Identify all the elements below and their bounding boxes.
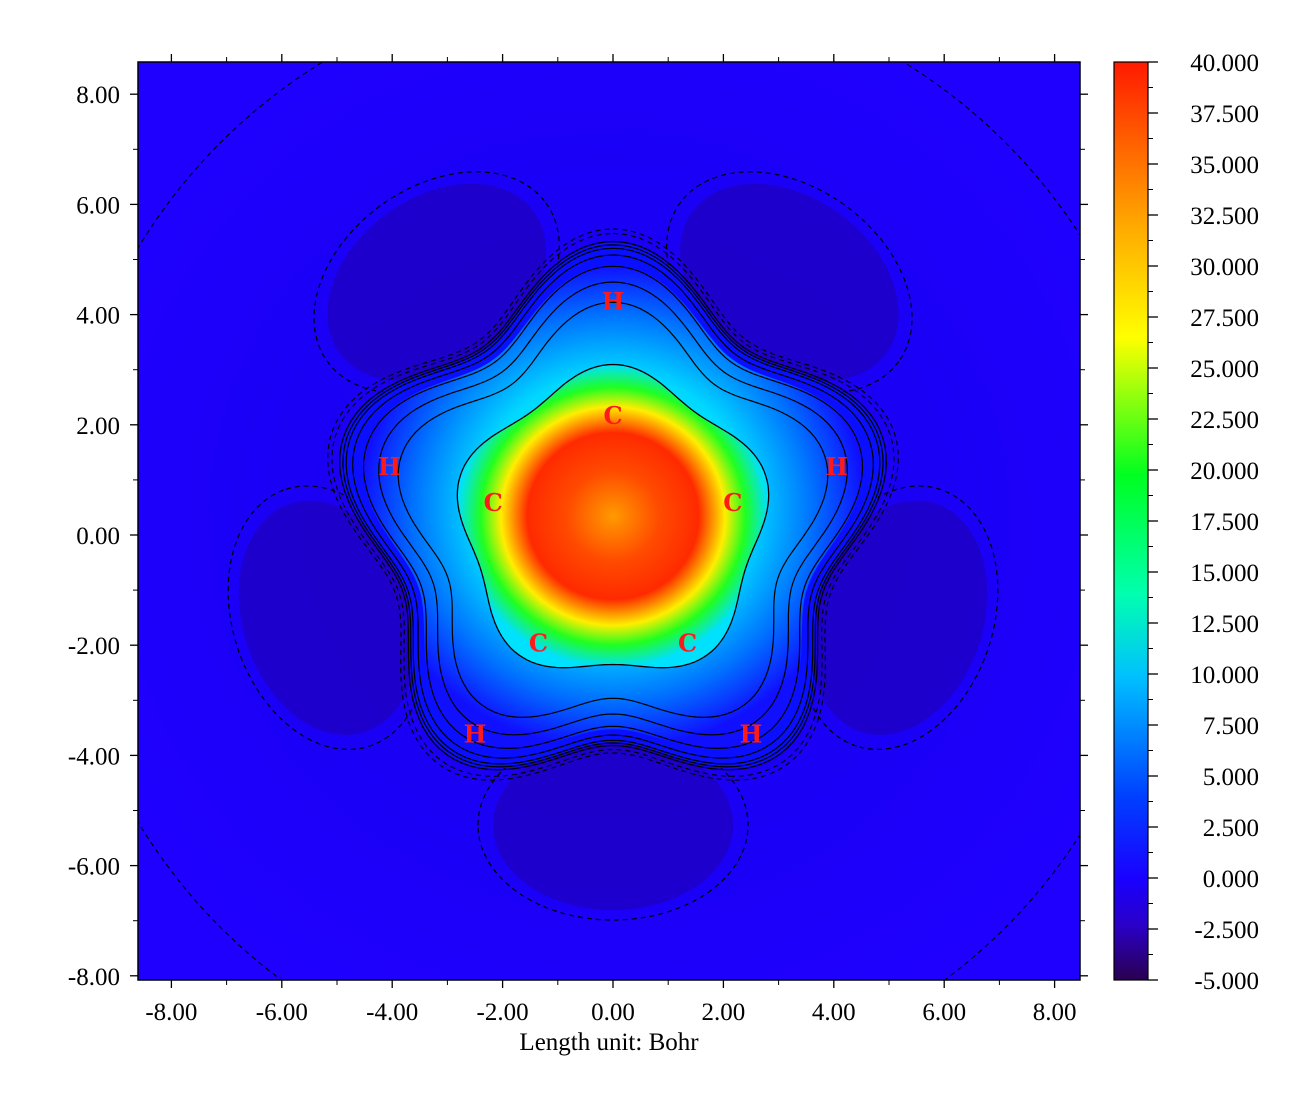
atom-label-c: C (723, 488, 742, 517)
x-tick-label: 8.00 (1033, 999, 1077, 1026)
atom-label-h: H (825, 452, 848, 481)
positive-contour (339, 240, 887, 771)
x-tick-label: -2.00 (477, 999, 529, 1026)
x-tick-label: 4.00 (812, 999, 856, 1026)
atom-label-h: H (602, 287, 625, 316)
colorbar-tick-label: 5.000 (1203, 764, 1259, 791)
atom-label-c: C (529, 628, 548, 657)
colorbar-tick-label: -5.000 (1194, 968, 1259, 995)
colorbar-tick-label: 12.500 (1190, 611, 1259, 638)
positive-contour (345, 247, 881, 765)
atom-label-h: H (740, 719, 763, 748)
plot-frame (137, 61, 1081, 981)
positive-contour (352, 254, 874, 759)
positive-contour (456, 363, 770, 669)
positive-contour (342, 244, 884, 768)
colorbar-tick-label: 7.500 (1203, 713, 1259, 740)
colorbar-tick-label: 30.000 (1190, 254, 1259, 281)
atom-label-c: C (484, 488, 503, 517)
colorbar-tick-label: 20.000 (1190, 458, 1259, 485)
atom-label-h: H (378, 452, 401, 481)
colorbar-tick-label: 37.500 (1190, 101, 1259, 128)
y-axis: 8.00 6.00 4.00 2.00 0.00 -2.00 -4.00 -6.00 -8.00 (68, 82, 1088, 991)
y-tick-label: 4.00 (76, 303, 120, 330)
colorbar-tick-label: 40.000 (1190, 50, 1259, 77)
negative-contour (331, 232, 895, 777)
x-axis-title: Length unit: Bohr (519, 1029, 699, 1056)
negative-lobe (238, 500, 417, 735)
y-tick-label: -2.00 (68, 633, 120, 660)
atom-label-c: C (603, 401, 622, 430)
negative-contour (327, 228, 899, 781)
positive-contour (362, 265, 864, 750)
colorbar-tick-label: 0.000 (1203, 866, 1259, 893)
x-tick-label: -4.00 (366, 999, 418, 1026)
colorbar-tick-label: -2.500 (1194, 917, 1259, 944)
colorbar-tick-label: 32.500 (1190, 203, 1259, 230)
colorbar-tick-label: 22.500 (1190, 407, 1259, 434)
colorbar-tick-label: 10.000 (1190, 662, 1259, 689)
atom-label-h: H (464, 719, 487, 748)
y-tick-label: 6.00 (76, 192, 120, 219)
plot-area: C C C C C H H H H H (137, 61, 1081, 981)
positive-contour (397, 301, 829, 718)
colorbar-gradient (1113, 61, 1149, 981)
y-tick-label: -4.00 (68, 743, 120, 770)
negative-lobe (493, 740, 733, 910)
colorbar-tick-label: 27.500 (1190, 305, 1259, 332)
colorbar-tick-label: 17.500 (1190, 509, 1259, 536)
atom-label-c: C (678, 628, 697, 657)
y-tick-label: 2.00 (76, 413, 120, 440)
y-tick-label: -8.00 (68, 964, 120, 991)
colorbar: 40.000 37.500 35.000 32.500 30.000 27.500 25.0… (1113, 50, 1259, 995)
x-tick-label: 2.00 (702, 999, 746, 1026)
x-tick-label: -6.00 (256, 999, 308, 1026)
negative-lobe (809, 500, 988, 735)
x-axis: -8.00 -6.00 -4.00 -2.00 0.00 2.00 4.00 6.00 8.00 (145, 54, 1076, 1026)
y-tick-label: -6.00 (68, 854, 120, 881)
negative-lobe (680, 183, 899, 381)
colorbar-tick-label: 35.000 (1190, 152, 1259, 179)
y-tick-label: 8.00 (76, 82, 120, 109)
density-core (457, 364, 769, 668)
positive-contour (378, 281, 848, 736)
x-tick-label: -8.00 (145, 999, 197, 1026)
x-tick-label: 6.00 (922, 999, 966, 1026)
y-tick-label: 0.00 (76, 523, 120, 550)
colorbar-tick-label: 15.000 (1190, 560, 1259, 587)
negative-lobe (327, 183, 546, 381)
colorbar-tick-label: 25.000 (1190, 356, 1259, 383)
colorbar-tick-label: 2.500 (1203, 815, 1259, 842)
x-tick-label: 0.00 (591, 999, 635, 1026)
